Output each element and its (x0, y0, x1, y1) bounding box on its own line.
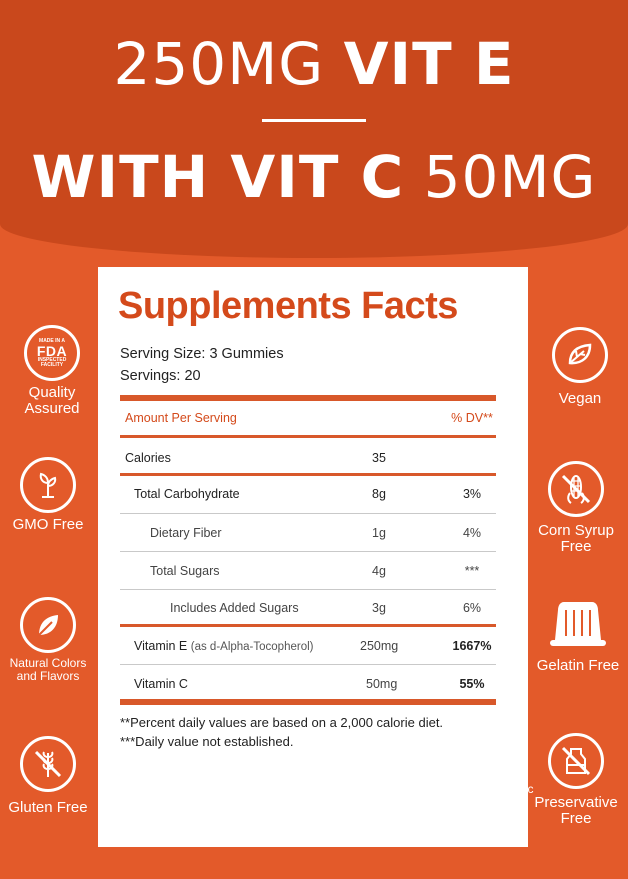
row-name: Dietary Fiber (150, 526, 222, 540)
thin-rule (120, 513, 496, 514)
badge-label: GMO Free (12, 516, 84, 533)
row-amount: 50mg (366, 677, 398, 691)
badge-gelatin-free: Gelatin Free (536, 596, 620, 674)
no-preservative-icon (548, 733, 604, 789)
medium-rule (120, 435, 496, 438)
badge-preservative-free: Preservative Free (528, 733, 624, 827)
row-amount: 1g (372, 526, 386, 540)
row-name: Total Sugars (150, 564, 220, 578)
thin-rule (120, 551, 496, 552)
row-dv: 55% (459, 677, 485, 691)
headline-vit-c: WITH VIT C 50MG (31, 143, 597, 211)
medium-rule (120, 624, 496, 627)
thin-rule (120, 589, 496, 590)
fda-seal-icon: MADE IN A FDA INSPECTED FACILITY (24, 325, 80, 381)
badge-gmo-free: GMO Free (8, 457, 88, 533)
row-amount: 3g (372, 601, 386, 615)
row-dv: 1667% (452, 639, 492, 653)
row-amount: 35 (372, 451, 386, 465)
row-name: Calories (125, 451, 171, 465)
headline-divider (262, 119, 366, 122)
thick-rule (120, 699, 496, 705)
badge-gluten-free: Gluten Free (8, 736, 88, 816)
badge-label: Quality Assured (24, 384, 80, 417)
gelatin-icon (546, 596, 610, 652)
supplement-facts-panel: Supplements Facts Serving Size: 3 Gummie… (98, 267, 528, 847)
badge-label: Preservative Free (534, 794, 618, 827)
servings-count: Servings: 20 (120, 368, 201, 384)
row-amount: 4g (372, 564, 386, 578)
badge-label: Gluten Free (8, 799, 88, 816)
footnote-dv: **Percent daily values are based on a 2,… (120, 715, 444, 730)
leaf-icon (552, 327, 608, 383)
row-amount: 250mg (360, 639, 399, 653)
row-name: Vitamin E (as d-Alpha-Tocopherol) (134, 639, 314, 653)
footnote-not-established: ***Daily value not established. (120, 734, 294, 749)
amount-per-serving-header: Amount Per Serving (125, 411, 237, 425)
no-wheat-icon (20, 736, 76, 792)
leaf-icon (20, 597, 76, 653)
thick-rule (120, 395, 496, 401)
badge-label: Gelatin Free (536, 657, 620, 674)
badge-label: Natural Colors and Flavors (9, 656, 87, 683)
row-dv: 6% (462, 601, 482, 615)
row-dv: *** (464, 564, 480, 578)
badge-vegan: Vegan (540, 327, 620, 407)
facts-title: Supplements Facts (118, 285, 458, 327)
headline-vit-e: 250MG VIT E (113, 30, 515, 98)
no-corn-icon (548, 461, 604, 517)
sprout-icon (20, 457, 76, 513)
thin-rule (120, 664, 496, 665)
row-name: Includes Added Sugars (170, 601, 299, 615)
badge-label: Vegan (558, 390, 602, 407)
header-banner (0, 0, 628, 258)
row-name: Vitamin C (134, 677, 188, 691)
dv-header: % DV** (451, 411, 493, 425)
badge-natural-colors: Natural Colors and Flavors (8, 597, 88, 683)
row-name: Total Carbohydrate (134, 487, 240, 501)
medium-rule (120, 473, 496, 476)
badge-quality-assured: MADE IN A FDA INSPECTED FACILITY Quality… (8, 325, 96, 417)
serving-size: Serving Size: 3 Gummies (120, 346, 284, 362)
row-amount: 8g (372, 487, 386, 501)
badge-corn-syrup-free: Corn Syrup Free (528, 461, 624, 555)
row-dv: 3% (462, 487, 482, 501)
other-ingredients: Other Ingredients: Organic Tapioca Syrup… (104, 782, 534, 834)
badge-label: Corn Syrup Free (538, 522, 614, 555)
row-dv: 4% (462, 526, 482, 540)
